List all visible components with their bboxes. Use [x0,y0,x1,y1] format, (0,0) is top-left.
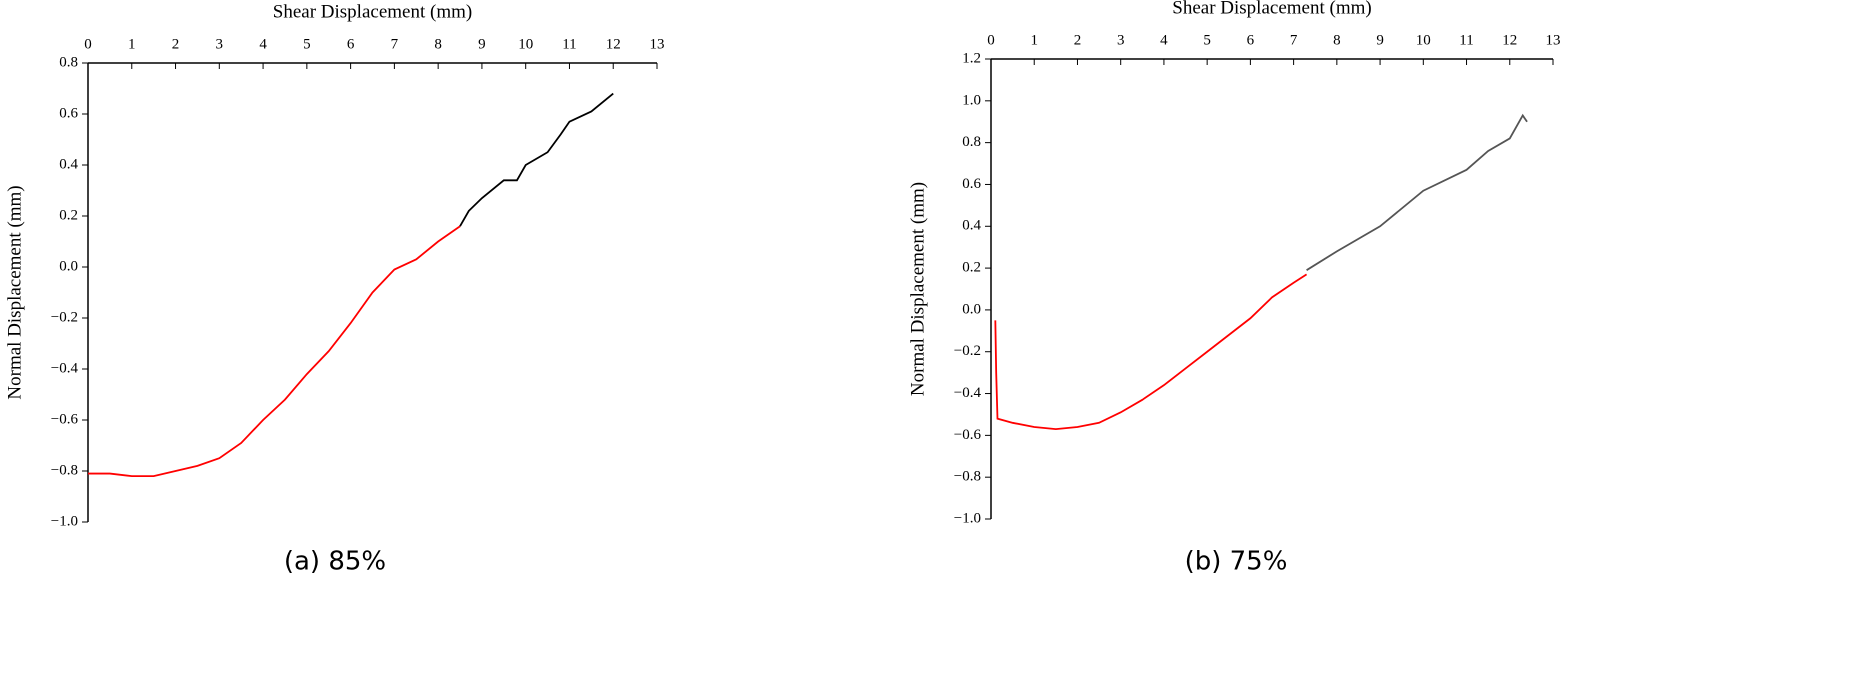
y-tick-label: −0.6 [954,427,982,443]
x-tick-label: 2 [172,36,180,52]
y-tick-label: 1.0 [962,92,981,108]
y-tick-label: 0.8 [962,134,981,150]
y-tick-label: 0.6 [59,105,78,121]
x-tick-label: 5 [303,36,311,52]
x-tick-label: 5 [1203,32,1211,48]
x-axis-label: Shear Displacement (mm) [1172,0,1371,18]
y-tick-label: 1.2 [962,50,981,66]
y-axis-label: Normal Displacement (mm) [4,185,25,399]
y-tick-label: −0.8 [51,462,78,478]
y-tick-label: 0.0 [59,258,78,274]
y-tick-label: −0.4 [954,385,982,401]
y-tick-label: −1.0 [51,513,78,529]
y-tick-label: 0.8 [59,54,78,70]
y-tick-label: 0.4 [59,156,78,172]
x-tick-label: 3 [216,36,224,52]
y-tick-label: −1.0 [954,510,981,526]
y-tick-label: −0.6 [51,411,79,427]
x-tick-label: 0 [84,36,92,52]
x-tick-label: 13 [1546,32,1561,48]
line-series [994,273,1308,430]
x-axis-label: Shear Displacement (mm) [273,1,472,22]
line-series [1306,113,1528,271]
x-tick-label: 7 [391,36,399,52]
y-tick-label: 0.2 [59,207,78,223]
line-series [88,225,461,477]
x-tick-label: 11 [1459,32,1473,48]
x-tick-label: 10 [1416,32,1431,48]
caption: (a) 85% [284,547,386,577]
x-tick-label: 9 [478,36,486,52]
x-tick-label: 1 [1030,32,1038,48]
x-tick-label: 6 [347,36,355,52]
y-tick-label: −0.8 [954,469,981,485]
x-tick-label: 12 [606,36,621,52]
x-tick-label: 10 [518,36,533,52]
caption: (b) 75% [1185,547,1288,577]
y-axis-label: Normal Displacement (mm) [907,182,928,396]
x-tick-label: 12 [1502,32,1517,48]
x-tick-label: 8 [434,36,442,52]
x-tick-label: 7 [1290,32,1298,48]
y-tick-label: 0.0 [962,301,981,317]
x-tick-label: 2 [1074,32,1082,48]
x-tick-label: 6 [1247,32,1255,48]
x-tick-label: 0 [987,32,995,48]
y-tick-label: −0.2 [51,309,78,325]
x-tick-label: 1 [128,36,136,52]
y-tick-label: 0.2 [962,260,981,276]
y-tick-label: 0.6 [962,176,981,192]
y-tick-label: 0.4 [962,218,981,234]
x-tick-label: 4 [259,36,267,52]
line-series [459,92,614,227]
x-tick-label: 8 [1333,32,1341,48]
x-tick-label: 11 [562,36,576,52]
y-tick-label: −0.4 [51,360,79,376]
y-tick-label: −0.2 [954,343,981,359]
x-tick-label: 13 [650,36,665,52]
x-tick-label: 9 [1376,32,1384,48]
x-tick-label: 3 [1117,32,1125,48]
x-tick-label: 4 [1160,32,1168,48]
